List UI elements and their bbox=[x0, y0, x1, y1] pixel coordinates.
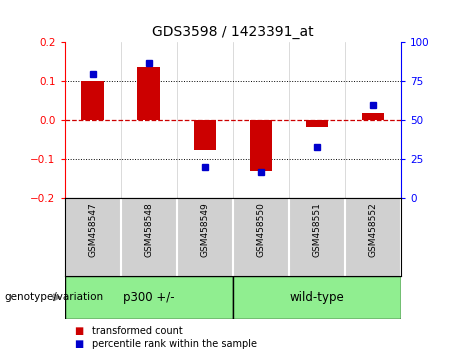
Text: GSM458551: GSM458551 bbox=[313, 202, 321, 257]
Text: GSM458547: GSM458547 bbox=[88, 202, 97, 257]
Text: GSM458552: GSM458552 bbox=[368, 202, 378, 257]
Text: GSM458550: GSM458550 bbox=[256, 202, 266, 257]
Bar bbox=[362, 113, 384, 120]
Bar bbox=[194, 120, 216, 149]
Bar bbox=[250, 120, 272, 171]
Bar bbox=[65, 276, 233, 319]
Bar bbox=[233, 276, 401, 319]
Text: p300 +/-: p300 +/- bbox=[123, 291, 174, 304]
Bar bbox=[137, 67, 160, 120]
Text: GSM458548: GSM458548 bbox=[144, 202, 153, 257]
Text: wild-type: wild-type bbox=[290, 291, 344, 304]
Text: transformed count: transformed count bbox=[92, 326, 183, 336]
Text: GSM458549: GSM458549 bbox=[200, 202, 209, 257]
Text: percentile rank within the sample: percentile rank within the sample bbox=[92, 339, 257, 349]
Text: ■: ■ bbox=[74, 339, 83, 349]
Text: genotype/variation: genotype/variation bbox=[5, 292, 104, 302]
Bar bbox=[306, 120, 328, 127]
Title: GDS3598 / 1423391_at: GDS3598 / 1423391_at bbox=[152, 25, 313, 39]
Bar bbox=[82, 81, 104, 120]
Text: ■: ■ bbox=[74, 326, 83, 336]
